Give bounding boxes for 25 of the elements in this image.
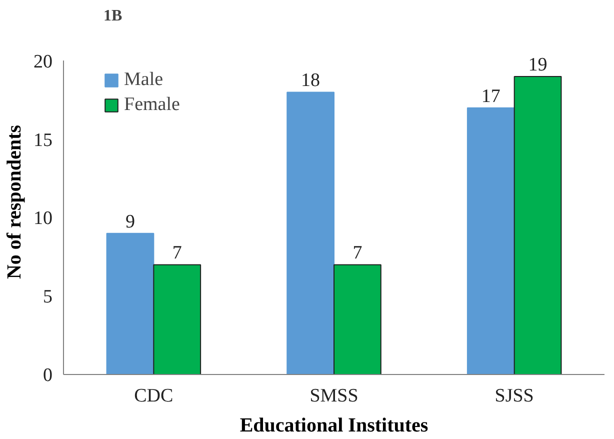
x-axis-title: Educational Institutes	[240, 414, 428, 436]
legend-label: Male	[124, 69, 164, 91]
chart-title: 1B	[104, 8, 122, 24]
bar	[514, 76, 562, 374]
bar	[466, 107, 515, 374]
y-tick-label: 15	[34, 130, 52, 151]
y-tick-label: 0	[43, 365, 52, 386]
bar	[153, 264, 202, 374]
data-label: 17	[481, 86, 500, 107]
data-label: 9	[125, 211, 135, 232]
x-tick-label: SJSS	[494, 386, 534, 406]
x-tick-label: SMSS	[310, 386, 358, 406]
data-label: 7	[352, 242, 362, 264]
bar	[334, 264, 382, 374]
data-label: 7	[172, 242, 182, 264]
data-label: 18	[301, 70, 320, 92]
bar	[106, 232, 154, 374]
y-tick-label: 5	[43, 286, 52, 308]
bar	[286, 92, 334, 374]
legend-label: Female	[124, 94, 180, 116]
y-axis-title: No of respondents	[4, 124, 26, 280]
data-label: 19	[528, 54, 548, 76]
y-tick-label: 10	[34, 208, 52, 230]
y-tick-label: 20	[34, 51, 52, 72]
x-tick-label: CDC	[134, 386, 174, 406]
